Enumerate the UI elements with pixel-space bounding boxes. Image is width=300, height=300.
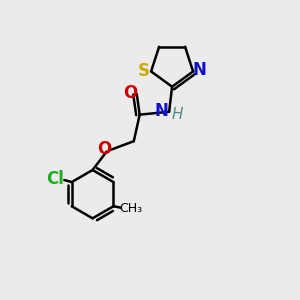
Text: Cl: Cl	[46, 169, 64, 188]
Text: O: O	[123, 84, 137, 102]
Text: N: N	[193, 61, 206, 79]
Text: H: H	[172, 107, 183, 122]
Text: N: N	[155, 102, 169, 120]
Text: CH₃: CH₃	[119, 202, 142, 215]
Text: O: O	[97, 140, 111, 158]
Text: S: S	[138, 62, 150, 80]
